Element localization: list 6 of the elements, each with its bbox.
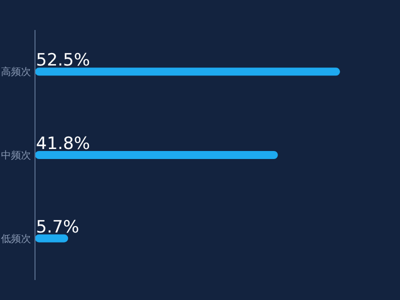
y-tick-label: 低频次 [1, 232, 31, 245]
data-label: 5.7% [36, 217, 80, 238]
y-tick-label: 中频次 [1, 150, 31, 162]
data-label: 41.8% [36, 134, 90, 154]
data-label: 52.5% [36, 50, 90, 71]
y-tick-label: 高频次 [1, 66, 31, 78]
